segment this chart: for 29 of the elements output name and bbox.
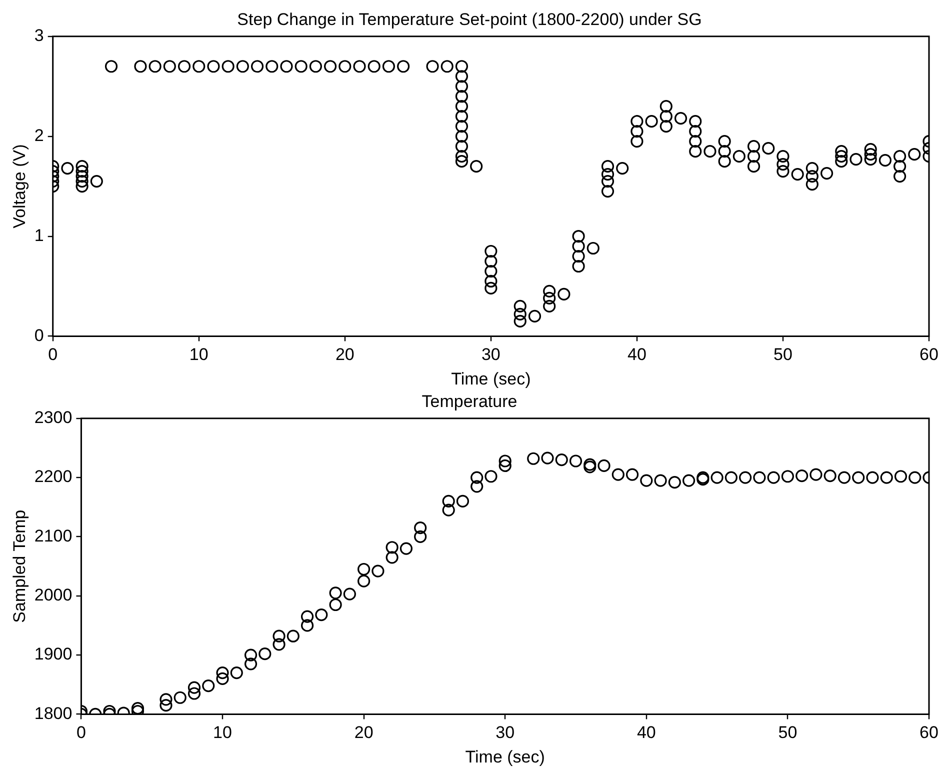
x-tick-label: 10: [189, 345, 208, 364]
x-tick-label: 60: [920, 723, 938, 742]
x-tick-label: 50: [778, 723, 798, 742]
x-tick-label: 40: [636, 723, 656, 742]
y-tick-label: 3: [34, 26, 44, 46]
x-tick-label: 30: [496, 723, 515, 742]
chart-title: Temperature: [422, 392, 518, 411]
y-tick-label: 2200: [34, 467, 72, 486]
x-tick-label: 60: [920, 345, 938, 364]
x-tick-label: 40: [627, 345, 646, 364]
x-tick-label: 20: [354, 723, 374, 742]
y-tick-label: 1800: [34, 704, 72, 723]
y-tick-label: 2300: [34, 408, 72, 428]
x-tick-label: 50: [774, 345, 792, 364]
y-tick-label: 2000: [34, 586, 72, 605]
x-tick-label: 10: [213, 723, 232, 742]
chart-title: Step Change in Temperature Set-point (1800-2200) under SG: [237, 10, 702, 29]
y-axis-title: Sampled Temp: [10, 510, 29, 623]
y-axis-title: Voltage (V): [10, 144, 29, 228]
x-axis-title: Time (sec): [451, 369, 531, 388]
y-tick-label: 0: [34, 326, 44, 345]
y-tick-label: 2100: [34, 526, 72, 546]
x-tick-label: 20: [335, 345, 354, 364]
y-tick-label: 2: [34, 126, 44, 146]
x-tick-label: 30: [481, 345, 500, 364]
x-axis-title: Time (sec): [465, 747, 545, 766]
x-tick-label: 0: [76, 723, 86, 742]
y-tick-label: 1900: [34, 644, 72, 664]
y-tick-label: 1: [34, 226, 44, 245]
